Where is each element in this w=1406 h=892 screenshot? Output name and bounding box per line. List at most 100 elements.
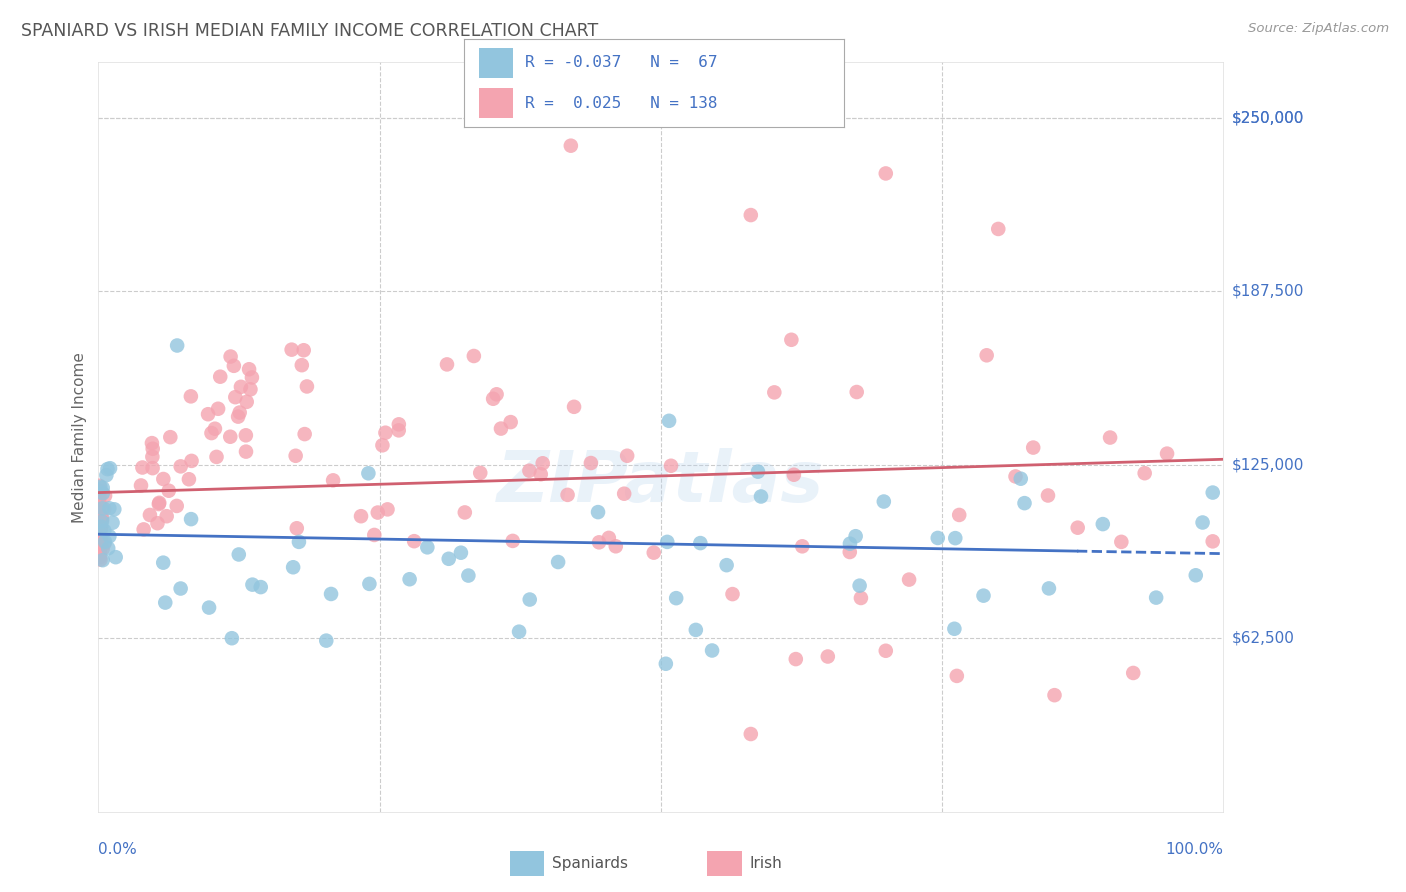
Point (655, 657, 678, 671)
Point (848, 579, 870, 593)
Point (91, 481, 114, 495)
Point (485, 387, 508, 401)
Point (155, 596, 177, 610)
Point (89, 480, 111, 494)
Point (588, 535, 610, 549)
Text: $250,000: $250,000 (1232, 111, 1303, 126)
Point (98, 461, 121, 475)
Point (973, 589, 995, 603)
Text: ZIPatlas: ZIPatlas (498, 448, 824, 516)
Point (377, 502, 399, 516)
Point (131, 460, 153, 475)
Point (519, 464, 541, 478)
Point (976, 348, 998, 362)
Point (239, 382, 262, 396)
Point (104, 550, 127, 565)
Point (689, 536, 711, 550)
Point (89, 524, 111, 538)
Point (613, 486, 636, 500)
Point (141, 450, 163, 464)
Point (839, 537, 862, 551)
Point (747, 465, 769, 479)
Point (1004, 469, 1026, 483)
Point (658, 414, 681, 428)
Point (90, 508, 112, 523)
Point (204, 422, 226, 436)
Point (90, 519, 112, 533)
Point (219, 430, 242, 444)
Point (281, 560, 304, 574)
Point (166, 338, 188, 352)
Point (319, 587, 342, 601)
Point (898, 573, 921, 587)
Point (1156, 447, 1178, 461)
Point (170, 459, 193, 474)
Point (616, 449, 638, 463)
Point (716, 558, 738, 573)
Point (238, 362, 260, 376)
Point (89, 483, 111, 498)
Point (454, 505, 477, 519)
Point (350, 509, 373, 524)
Bar (479, 88, 513, 118)
Point (489, 421, 512, 435)
Point (740, 208, 762, 222)
Point (780, 333, 803, 347)
Point (1099, 431, 1122, 445)
Point (89, 522, 111, 536)
Text: R =  0.025   N = 138: R = 0.025 N = 138 (524, 95, 717, 111)
Point (1038, 582, 1060, 596)
Point (93, 536, 115, 550)
Point (1202, 485, 1225, 500)
Point (139, 508, 162, 522)
Point (838, 545, 860, 559)
Point (388, 423, 411, 437)
Point (177, 472, 200, 486)
Point (224, 390, 246, 404)
Point (91, 515, 114, 529)
Point (292, 343, 315, 358)
Point (470, 466, 492, 480)
Text: $125,000: $125,000 (1232, 458, 1303, 473)
Point (242, 577, 264, 591)
Point (90, 520, 112, 534)
Point (87, 548, 110, 562)
Bar (479, 48, 513, 78)
Point (180, 454, 202, 468)
Point (1043, 688, 1066, 702)
Point (235, 444, 257, 458)
Point (1067, 521, 1090, 535)
Point (1191, 516, 1213, 530)
Point (221, 631, 243, 645)
Point (499, 415, 522, 429)
Point (291, 358, 314, 372)
Point (240, 370, 263, 384)
Point (197, 407, 219, 421)
Point (294, 427, 316, 442)
Point (97, 541, 120, 556)
Point (845, 529, 868, 543)
Point (457, 568, 479, 582)
Point (560, 138, 582, 153)
Point (229, 380, 252, 394)
Point (783, 467, 806, 482)
Point (180, 512, 202, 526)
Point (226, 409, 249, 424)
Point (763, 385, 786, 400)
Point (398, 572, 420, 586)
Point (96, 468, 118, 483)
Point (89, 542, 111, 557)
Point (659, 458, 682, 473)
Point (849, 591, 872, 605)
Text: SPANIARD VS IRISH MEDIAN FAMILY INCOME CORRELATION CHART: SPANIARD VS IRISH MEDIAN FAMILY INCOME C… (21, 22, 599, 40)
Point (1144, 591, 1167, 605)
Bar (510, 851, 544, 876)
Point (374, 425, 396, 440)
Point (531, 456, 554, 470)
Point (235, 394, 257, 409)
Point (90, 521, 112, 535)
Point (1111, 534, 1133, 549)
Point (91, 512, 114, 526)
Point (657, 534, 679, 549)
Point (295, 379, 318, 393)
